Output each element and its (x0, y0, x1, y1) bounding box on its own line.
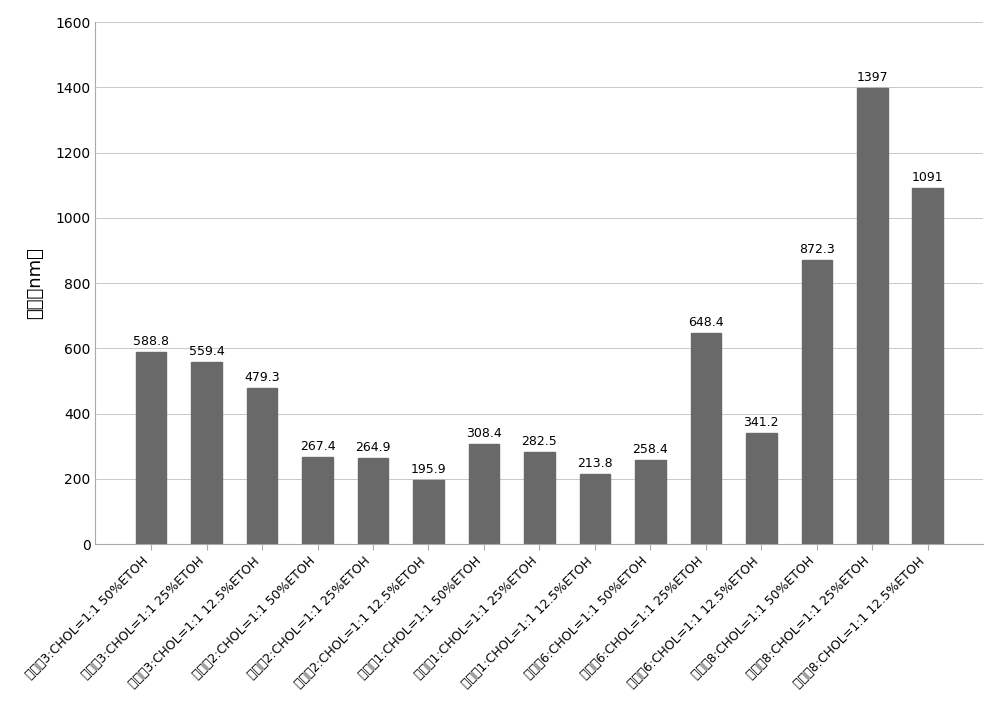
Text: 267.4: 267.4 (300, 440, 335, 453)
Text: 648.4: 648.4 (688, 316, 724, 329)
Text: 195.9: 195.9 (411, 463, 446, 477)
Bar (358, 457, 388, 544)
Bar (802, 259, 832, 544)
Bar (912, 188, 943, 544)
Bar (857, 88, 888, 544)
Bar (302, 457, 333, 544)
Text: 588.8: 588.8 (133, 335, 169, 348)
Text: 282.5: 282.5 (522, 435, 557, 448)
Text: 308.4: 308.4 (466, 426, 502, 440)
Bar (635, 460, 666, 544)
Bar (413, 480, 444, 544)
Text: 258.4: 258.4 (632, 443, 668, 456)
Bar (136, 352, 166, 544)
Text: 479.3: 479.3 (244, 371, 280, 384)
Text: 264.9: 264.9 (355, 441, 391, 454)
Bar (691, 332, 721, 544)
Y-axis label: 粒径（nm）: 粒径（nm） (26, 247, 44, 319)
Text: 1397: 1397 (856, 71, 888, 84)
Text: 559.4: 559.4 (189, 345, 224, 358)
Text: 872.3: 872.3 (799, 243, 835, 256)
Bar (524, 452, 555, 544)
Bar (247, 387, 277, 544)
Bar (746, 433, 777, 544)
Text: 1091: 1091 (912, 171, 944, 185)
Text: 341.2: 341.2 (744, 416, 779, 429)
Bar (580, 474, 610, 544)
Bar (191, 362, 222, 544)
Text: 213.8: 213.8 (577, 457, 613, 470)
Bar (469, 443, 499, 544)
